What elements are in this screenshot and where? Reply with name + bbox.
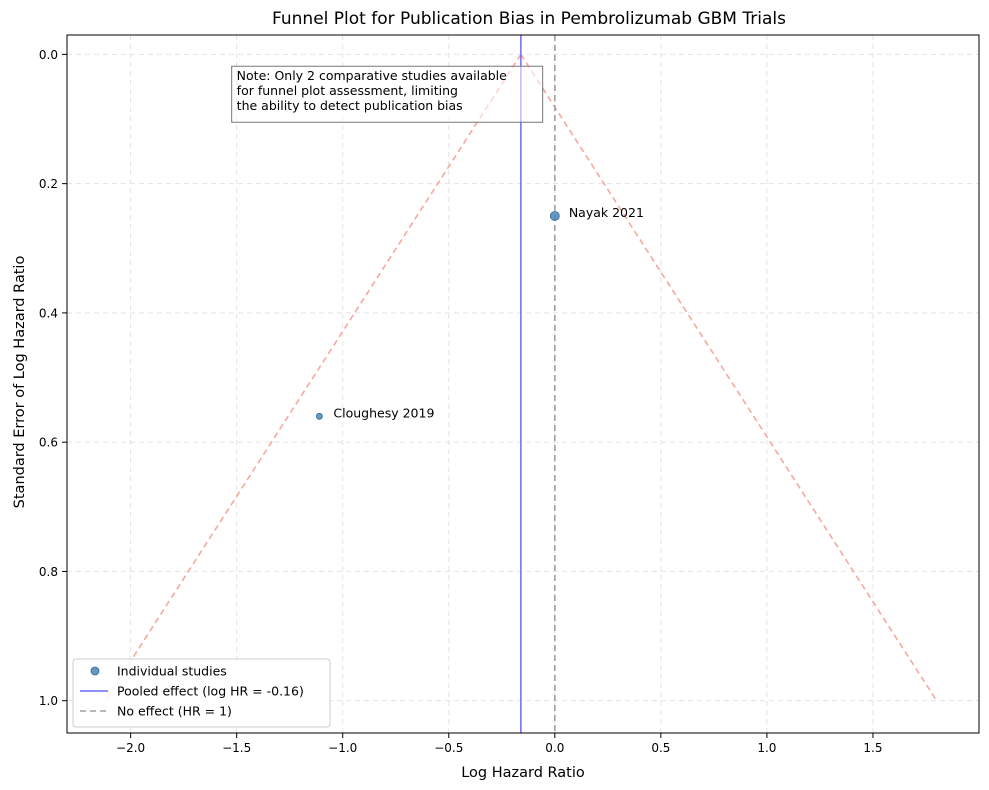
y-tick-label-2: 0.4	[39, 306, 58, 320]
reference-lines	[520, 35, 556, 733]
legend-swatch-0	[90, 666, 100, 676]
study-point-0	[549, 211, 560, 221]
y-ticks: 0.0 0.2 0.4 0.6 0.8 1.0	[39, 48, 67, 708]
x-tick-label-4: 0.0	[545, 741, 564, 755]
annotation-line-0: Note: Only 2 comparative studies availab…	[237, 68, 507, 83]
legend-label-0: Individual studies	[117, 664, 227, 679]
funnel-layer	[104, 53, 938, 702]
y-tick-label-3: 0.6	[39, 436, 58, 450]
funnel-right-line	[520, 53, 938, 702]
annotation-line-2: the ability to detect publication bias	[237, 98, 463, 113]
x-tick-label-1: −1.5	[222, 741, 251, 755]
y-tick-label-4: 0.8	[39, 565, 58, 579]
legend: Individual studies Pooled effect (log HR …	[72, 658, 331, 728]
chart-title: Funnel Plot for Publication Bias in Pemb…	[272, 9, 786, 29]
legend-frame	[72, 658, 331, 728]
annotation-box: Note: Only 2 comparative studies availab…	[231, 65, 544, 123]
x-axis-label: Log Hazard Ratio	[461, 765, 585, 781]
annotation-frame	[231, 65, 544, 123]
x-tick-label-3: −0.5	[434, 741, 463, 755]
plot-frame	[66, 34, 980, 734]
y-tick-label-1: 0.2	[39, 177, 58, 191]
study-point-1	[315, 412, 323, 420]
study-label-1: Cloughesy 2019	[333, 405, 434, 420]
annotation-line-1: for funnel plot assessment, limiting	[237, 83, 458, 98]
study-label-0: Nayak 2021	[569, 205, 644, 220]
y-axis-label: Standard Error of Log Hazard Ratio	[12, 256, 28, 509]
x-tick-label-6: 1.0	[757, 741, 776, 755]
funnel-left-line	[104, 53, 522, 702]
x-tick-label-7: 1.5	[863, 741, 882, 755]
legend-label-1: Pooled effect (log HR = -0.16)	[117, 684, 304, 699]
x-tick-label-0: −2.0	[116, 741, 145, 755]
y-tick-label-5: 1.0	[39, 694, 58, 708]
grid-layer	[67, 35, 979, 733]
x-tick-label-2: −1.0	[328, 741, 357, 755]
legend-label-2: No effect (HR = 1)	[117, 704, 232, 719]
x-tick-label-5: 0.5	[651, 741, 670, 755]
x-ticks: −2.0 −1.5 −1.0 −0.5 0.0 0.5 1.0 1.5	[116, 733, 883, 755]
y-tick-label-0: 0.0	[39, 48, 58, 62]
data-points: Nayak 2021 Cloughesy 2019	[315, 205, 644, 420]
